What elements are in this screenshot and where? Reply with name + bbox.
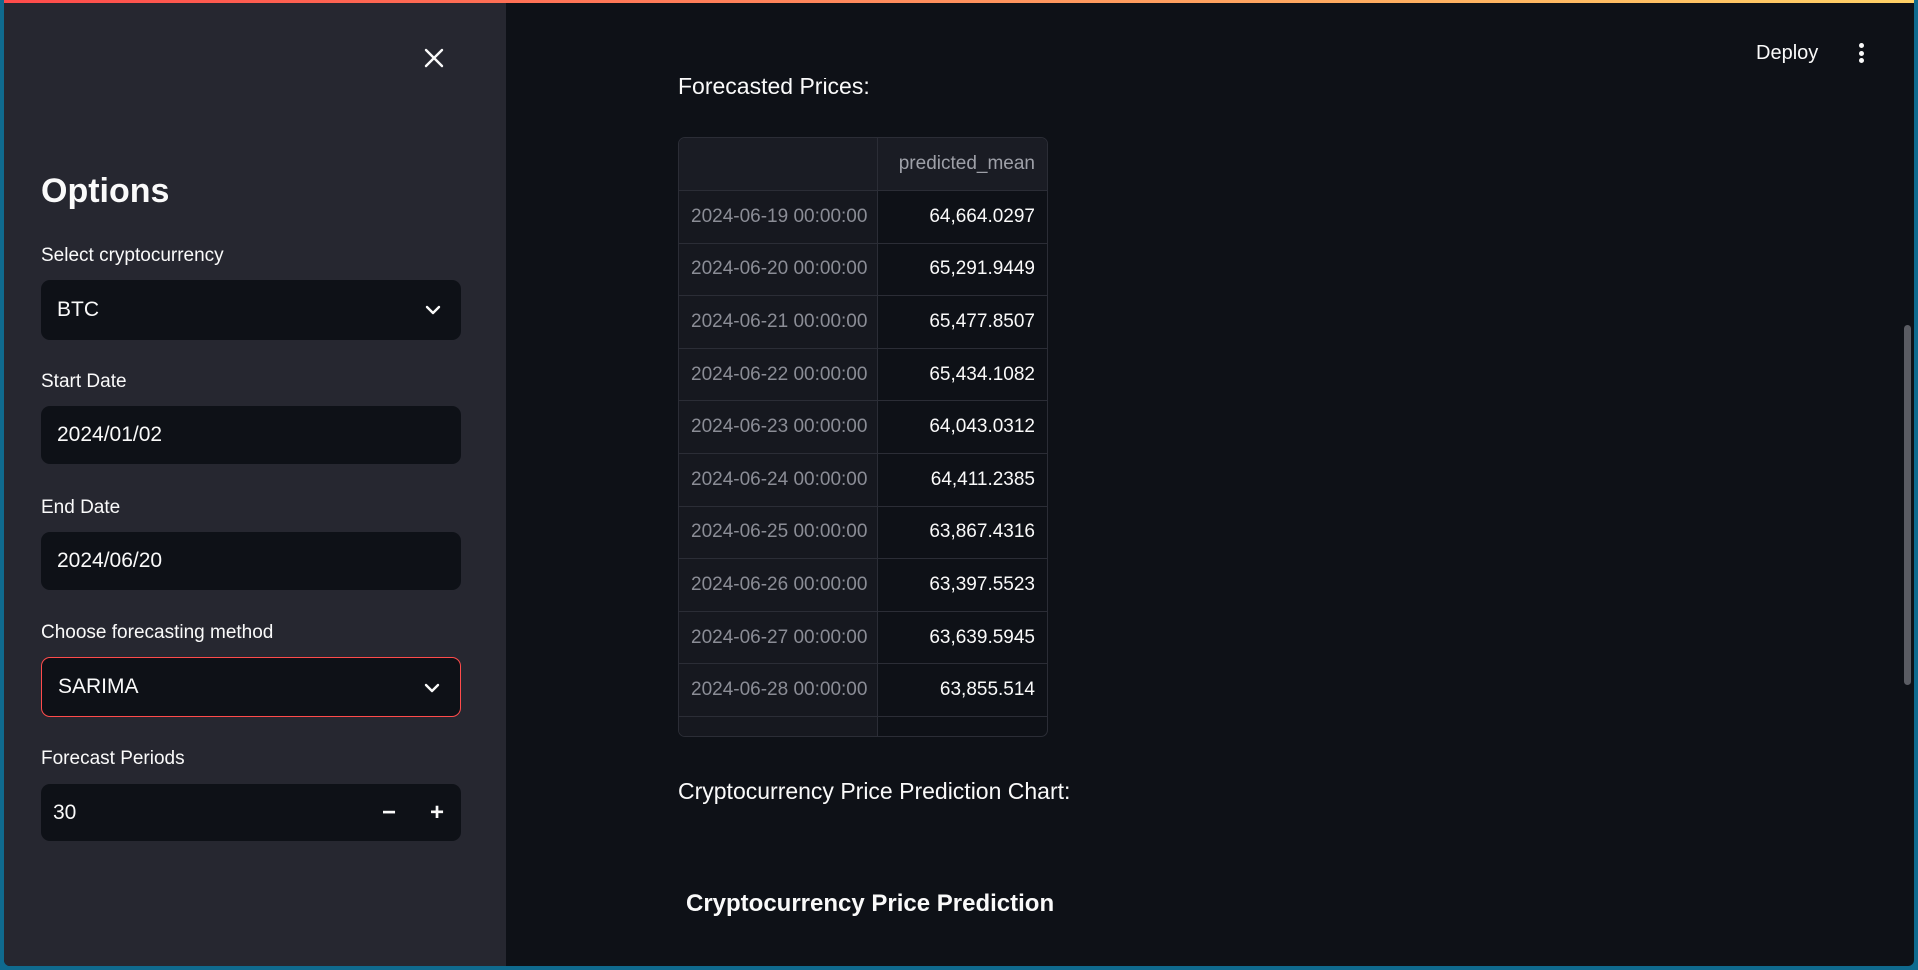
menu-dot-icon — [1858, 50, 1864, 56]
forecast-table[interactable]: predicted_mean 2024-06-19 00:00:00 64,664… — [678, 137, 1048, 737]
row-date: 2024-06-25 00:00:00 — [679, 506, 878, 560]
table-row: 2024-06-24 00:00:00 64,411.2385 — [679, 453, 1047, 507]
row-value: 64,043.0312 — [877, 400, 1047, 455]
row-value: 65,477.8507 — [877, 295, 1047, 349]
chevron-down-icon — [424, 683, 440, 693]
row-value: 65,291.9449 — [877, 243, 1047, 297]
crypto-select[interactable]: BTC — [41, 280, 461, 340]
table-row: 2024-06-23 00:00:00 64,043.0312 — [679, 400, 1047, 455]
crypto-select-value: BTC — [57, 298, 99, 321]
chevron-down-icon — [425, 305, 441, 315]
menu-dot-icon — [1858, 43, 1864, 48]
row-value: 64,411.2385 — [877, 453, 1047, 507]
app-window: Options Select cryptocurrency BTC Start … — [4, 0, 1914, 966]
sidebar-title: Options — [41, 172, 170, 210]
end-date-label: End Date — [41, 497, 121, 518]
start-date-input[interactable]: 2024/01/02 — [41, 406, 461, 464]
crypto-label: Select cryptocurrency — [41, 245, 224, 266]
table-row-partial — [679, 716, 1047, 736]
row-value: 65,434.1082 — [877, 348, 1047, 402]
row-date: 2024-06-19 00:00:00 — [679, 190, 878, 244]
method-select-value: SARIMA — [58, 675, 139, 698]
row-date — [679, 716, 878, 736]
end-date-value: 2024/06/20 — [57, 549, 163, 572]
close-sidebar-button[interactable] — [418, 42, 450, 74]
chart-section-title: Cryptocurrency Price Prediction Chart: — [678, 778, 1071, 804]
row-value: 64,664.0297 — [877, 190, 1047, 244]
row-date: 2024-06-24 00:00:00 — [679, 453, 878, 507]
start-date-value: 2024/01/02 — [57, 423, 163, 446]
close-icon — [424, 48, 444, 68]
table-row: 2024-06-21 00:00:00 65,477.8507 — [679, 295, 1047, 349]
top-decoration — [4, 0, 1914, 3]
column-header[interactable]: predicted_mean — [877, 138, 1047, 192]
deploy-button[interactable]: Deploy — [1756, 42, 1819, 64]
table-row: 2024-06-27 00:00:00 63,639.5945 — [679, 611, 1047, 665]
table-row: 2024-06-26 00:00:00 63,397.5523 — [679, 558, 1047, 612]
forecast-section-title: Forecasted Prices: — [678, 78, 870, 106]
row-date: 2024-06-27 00:00:00 — [679, 611, 878, 665]
menu-dot-icon — [1858, 58, 1864, 63]
decrement-button[interactable]: − — [381, 798, 396, 826]
main-scrollbar[interactable] — [1904, 325, 1911, 685]
end-date-input[interactable]: 2024/06/20 — [41, 532, 461, 590]
table-row: 2024-06-25 00:00:00 63,867.4316 — [679, 506, 1047, 560]
table-row: 2024-06-28 00:00:00 63,855.514 — [679, 663, 1047, 718]
periods-value: 30 — [53, 800, 77, 824]
row-date: 2024-06-26 00:00:00 — [679, 558, 878, 612]
row-value: 63,397.5523 — [877, 558, 1047, 612]
row-date: 2024-06-23 00:00:00 — [679, 400, 878, 455]
start-date-label: Start Date — [41, 371, 127, 392]
index-header — [679, 138, 878, 192]
table-row: 2024-06-20 00:00:00 65,291.9449 — [679, 243, 1047, 297]
row-date: 2024-06-21 00:00:00 — [679, 295, 878, 349]
main-menu-button[interactable] — [1851, 40, 1871, 66]
row-value: 63,639.5945 — [877, 611, 1047, 665]
row-value: 63,867.4316 — [877, 506, 1047, 560]
row-date: 2024-06-22 00:00:00 — [679, 348, 878, 402]
chart-title: Cryptocurrency Price Prediction — [686, 890, 1055, 917]
increment-button[interactable]: + — [429, 798, 444, 826]
main-content: Deploy Forecasted Prices: predicted_mean… — [506, 0, 1914, 966]
forecast-section-title-text: Forecasted Prices: — [678, 78, 870, 99]
method-select[interactable]: SARIMA — [41, 657, 461, 717]
row-value: 63,855.514 — [877, 663, 1047, 718]
row-date: 2024-06-20 00:00:00 — [679, 243, 878, 297]
periods-stepper[interactable]: 30 − + — [41, 784, 461, 841]
row-date: 2024-06-28 00:00:00 — [679, 663, 878, 718]
row-value — [877, 716, 1047, 736]
table-header-row: predicted_mean — [679, 138, 1047, 192]
periods-label: Forecast Periods — [41, 748, 185, 769]
table-row: 2024-06-22 00:00:00 65,434.1082 — [679, 348, 1047, 402]
table-row: 2024-06-19 00:00:00 64,664.0297 — [679, 190, 1047, 244]
table-body: 2024-06-19 00:00:00 64,664.0297 2024-06-2… — [679, 190, 1047, 736]
method-label: Choose forecasting method — [41, 622, 274, 643]
sidebar: Options Select cryptocurrency BTC Start … — [4, 0, 506, 966]
